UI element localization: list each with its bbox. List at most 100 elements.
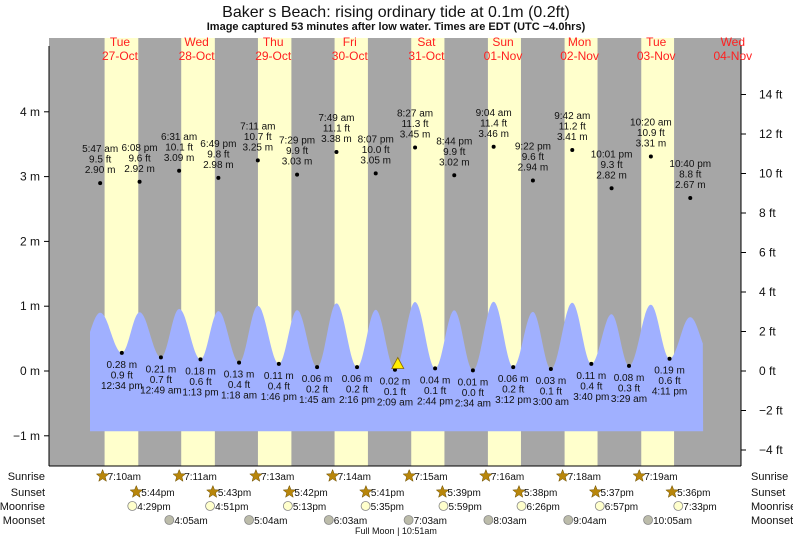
high-tide-point <box>413 145 418 150</box>
moonrise-icon <box>516 501 527 511</box>
low-tide-label: 0.0 ft <box>462 388 484 399</box>
day-name: Mon <box>568 35 591 49</box>
sunset-star-icon <box>282 484 297 498</box>
day-date: 27-Oct <box>102 49 139 63</box>
low-tide-label: 0.1 ft <box>424 386 446 397</box>
high-tide-label: 2.90 m <box>85 165 116 176</box>
high-tide-label: 2.67 m <box>675 180 706 191</box>
low-tide-label: 0.01 m <box>458 377 489 388</box>
low-tide-label: 0.06 m <box>302 374 333 385</box>
low-tide-label: 0.04 m <box>420 375 451 386</box>
left-tick-label: 0 m <box>20 364 40 378</box>
high-tide-label: 10:20 am <box>630 118 672 129</box>
high-tide-label: 9.9 ft <box>286 146 308 157</box>
day-labels: Tue27-OctWed28-OctThu29-OctFri30-OctSat3… <box>102 35 752 63</box>
high-tide-point <box>98 181 103 186</box>
low-tide-label: 3:40 pm <box>573 392 609 403</box>
high-tide-point <box>648 154 653 159</box>
high-tide-label: 8:44 pm <box>436 136 472 147</box>
moon-phase: Full Moon | 10:51am <box>355 526 437 536</box>
sunrise-row-label-right: Sunrise <box>751 471 788 483</box>
low-tide-label: 0.02 m <box>380 377 411 388</box>
day-name: Thu <box>263 35 284 49</box>
high-tide-label: 8:07 pm <box>358 134 394 145</box>
sunset-time: 5:43pm <box>218 488 251 499</box>
low-tide-label: 0.03 m <box>536 376 567 387</box>
moonset-icon <box>323 515 334 525</box>
moonset-time: 6:03am <box>334 516 367 527</box>
sunset-time: 5:36pm <box>677 488 710 499</box>
sunset-time: 5:41pm <box>371 488 404 499</box>
low-tide-label: 0.2 ft <box>306 385 328 396</box>
high-tide-point <box>255 158 260 163</box>
day-date: 01-Nov <box>484 49 523 63</box>
high-tide-label: 11.1 ft <box>323 123 350 134</box>
sunrise-time: 7:10am <box>108 472 141 483</box>
low-tide-label: 0.4 ft <box>228 380 250 391</box>
low-tide-label: 0.13 m <box>224 370 255 381</box>
low-tide-label: 0.7 ft <box>150 375 172 386</box>
low-tide-point <box>667 356 672 361</box>
high-tide-label: 10:40 pm <box>669 159 711 170</box>
high-tide-point <box>137 179 142 184</box>
low-tide-label: 0.9 ft <box>111 370 133 381</box>
day-name: Fri <box>343 35 357 49</box>
almanac: Sunrise Sunrise 7:10am 7:11am 7:13am 7:14am 7:… <box>0 468 793 527</box>
day-name: Tue <box>110 35 131 49</box>
high-tide-label: 3.45 m <box>400 129 431 140</box>
moonset-time: 5:04am <box>254 516 287 527</box>
sunset-time: 5:37pm <box>601 488 634 499</box>
low-tide-label: 2:44 pm <box>417 396 453 407</box>
right-tick-label: 14 ft <box>759 87 783 101</box>
moonrise-time: 5:13pm <box>293 502 326 513</box>
low-tide-label: 2:16 pm <box>339 395 375 406</box>
moonrise-time: 7:33pm <box>683 502 716 513</box>
right-tick-label: −2 ft <box>759 404 783 418</box>
low-tide-point <box>315 365 320 370</box>
low-tide-label: 3:29 am <box>611 394 647 405</box>
low-tide-label: 0.2 ft <box>346 385 368 396</box>
high-tide-label: 3.03 m <box>282 157 313 168</box>
moonrise-row-label: Moonrise <box>0 501 45 513</box>
sunset-star-icon <box>129 484 144 498</box>
sunset-time: 5:42pm <box>294 488 327 499</box>
moonrise-time: 6:26pm <box>527 502 560 513</box>
moonset-icon <box>483 515 494 525</box>
moonrise-time: 4:51pm <box>215 502 248 513</box>
moonrise-time: 5:35pm <box>371 502 404 513</box>
left-tick-label: 3 m <box>20 170 40 184</box>
left-tick-label: −1 m <box>13 429 40 443</box>
high-tide-label: 11.3 ft <box>402 119 429 130</box>
low-tide-label: 1:45 am <box>299 395 335 406</box>
low-tide-label: 0.18 m <box>185 366 216 377</box>
moonset-icon <box>563 515 574 525</box>
sunrise-star-icon <box>172 468 187 482</box>
high-tide-point <box>491 144 496 149</box>
high-tide-label: 9.3 ft <box>600 160 622 171</box>
low-tide-label: 0.2 ft <box>502 385 524 396</box>
high-tide-label: 2.94 m <box>518 162 549 173</box>
sunset-time: 5:39pm <box>447 488 480 499</box>
moonrise-icon <box>438 501 449 511</box>
day-date: 29-Oct <box>255 49 292 63</box>
high-tide-point <box>570 148 575 153</box>
moonset-time: 10:05am <box>653 516 692 527</box>
day-date: 04-Nov <box>713 49 752 63</box>
moonrise-icon <box>673 501 684 511</box>
high-tide-label: 10.1 ft <box>165 142 193 153</box>
low-tide-label: 0.06 m <box>498 374 529 385</box>
moonrise-icon <box>282 501 293 511</box>
high-tide-label: 3.02 m <box>439 157 470 168</box>
sunset-star-icon <box>665 484 679 498</box>
moonset-icon <box>643 515 653 525</box>
high-tide-label: 9:42 am <box>554 111 590 122</box>
low-tide-label: 0.06 m <box>342 374 373 385</box>
high-tide-label: 9.9 ft <box>443 147 465 158</box>
day-date: 02-Nov <box>560 49 599 63</box>
low-tide-label: 0.28 m <box>107 360 138 371</box>
low-tide-label: 0.3 ft <box>618 383 640 394</box>
high-tide-label: 7:29 pm <box>279 136 315 147</box>
high-tide-point <box>688 195 693 200</box>
high-tide-point <box>452 173 457 178</box>
sunset-star-icon <box>435 484 450 498</box>
